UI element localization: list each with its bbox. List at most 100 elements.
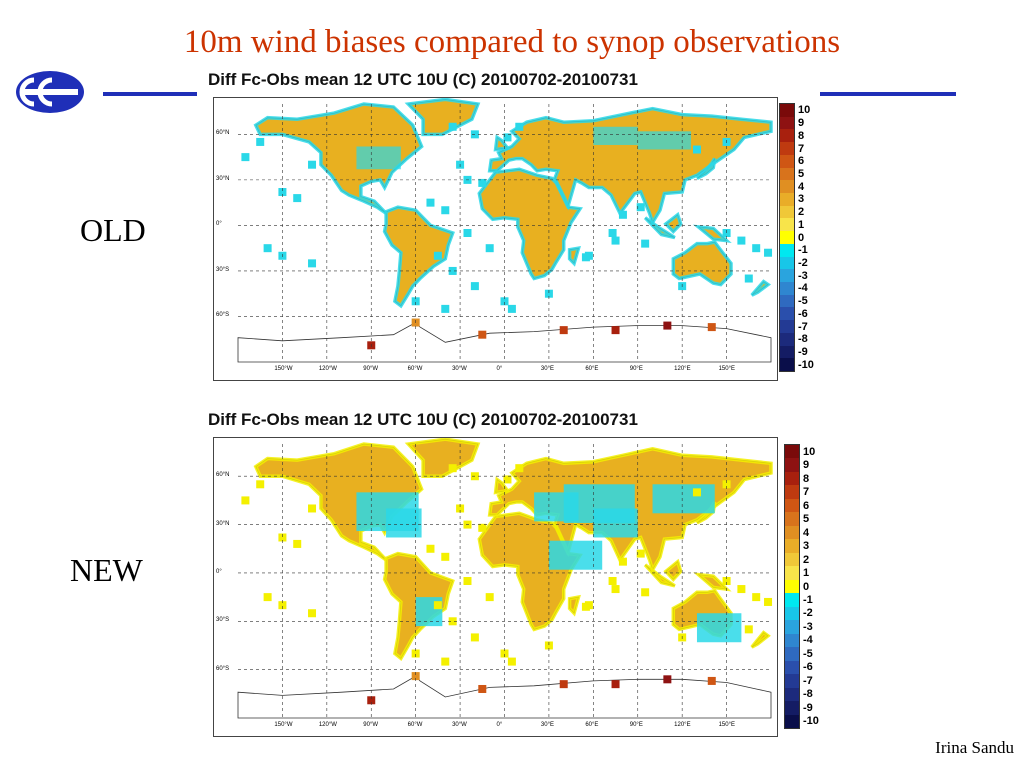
colorbar-label: 4 bbox=[798, 180, 805, 193]
colorbar-label: 0 bbox=[803, 580, 810, 593]
colorbar-label: 3 bbox=[803, 540, 810, 553]
lat-label: 60°N bbox=[216, 472, 230, 479]
station-box bbox=[641, 239, 650, 248]
station-box bbox=[456, 504, 465, 513]
colorbar-segment bbox=[785, 566, 799, 581]
colorbar-label: 9 bbox=[798, 117, 805, 130]
station-box bbox=[722, 577, 731, 585]
lon-label: 90°E bbox=[629, 722, 643, 728]
station-box bbox=[752, 593, 761, 602]
lon-label: 60°E bbox=[585, 366, 599, 372]
colorbar-segment bbox=[780, 332, 794, 347]
station-box bbox=[507, 304, 516, 313]
colorbar-segment bbox=[785, 445, 799, 459]
colorbar-label: 7 bbox=[798, 142, 805, 155]
old-colorbar: 10 9 8 7 6 5 4 3 2 1 0 -1 -2 -3 -4 -5 -6 -7 -8 -9 -10 bbox=[779, 103, 814, 372]
station-box bbox=[263, 244, 272, 253]
station-box bbox=[636, 549, 645, 558]
colorbar-label: 2 bbox=[798, 206, 805, 219]
colorbar-segment bbox=[780, 154, 794, 169]
station-box bbox=[515, 122, 524, 131]
new-map-title: Diff Fc-Obs mean 12 UTC 10U (C) 20100702… bbox=[208, 410, 638, 429]
lon-label: 60°W bbox=[407, 366, 423, 372]
old-map-title: Diff Fc-Obs mean 12 UTC 10U (C) 20100702… bbox=[208, 70, 638, 89]
colorbar-segment bbox=[785, 606, 799, 621]
station-box bbox=[448, 122, 457, 131]
colorbar-segment bbox=[780, 256, 794, 270]
colorbar-segment bbox=[780, 307, 794, 321]
colorbar-segment bbox=[785, 620, 799, 635]
colorbar-segment bbox=[780, 358, 794, 372]
station-box bbox=[441, 206, 450, 215]
colorbar-segment bbox=[785, 525, 799, 540]
station-box bbox=[441, 552, 450, 561]
old-bias-map: 60°N 30°N 0° 30°S 60°S 150°W 120°W 90°W 60°W 30°W… bbox=[213, 97, 778, 381]
colorbar-segment bbox=[785, 633, 799, 648]
colorbar-segment bbox=[780, 167, 794, 181]
header-rule-right bbox=[820, 92, 956, 96]
station-box bbox=[308, 259, 317, 268]
station-box bbox=[433, 601, 442, 610]
station-box bbox=[584, 251, 593, 260]
station-box bbox=[500, 297, 509, 306]
lat-label: 30°S bbox=[216, 617, 230, 624]
colorbar-segment bbox=[785, 471, 799, 486]
old-map-canvas bbox=[237, 98, 773, 363]
colorbar-label: -5 bbox=[798, 295, 808, 308]
station-box bbox=[737, 236, 746, 245]
colorbar-label: 2 bbox=[803, 553, 810, 566]
lat-label: 60°S bbox=[216, 312, 230, 319]
colorbar-segment bbox=[785, 458, 799, 473]
colorbar-segment bbox=[785, 593, 799, 608]
station-box bbox=[744, 274, 753, 283]
station-box bbox=[448, 617, 457, 626]
colorbar-segment bbox=[785, 552, 799, 567]
station-box bbox=[463, 229, 472, 237]
colorbar-label: 10 bbox=[803, 445, 816, 458]
station-box bbox=[608, 577, 617, 585]
station-box bbox=[515, 464, 524, 473]
colorbar-segment bbox=[785, 701, 799, 716]
colorbar-label: -8 bbox=[803, 688, 813, 701]
colorbar-label: -7 bbox=[798, 320, 808, 333]
colorbar-segment bbox=[785, 660, 799, 675]
station-box bbox=[441, 657, 450, 666]
new-label: NEW bbox=[70, 552, 143, 588]
ecmwf-logo bbox=[16, 71, 84, 113]
station-box bbox=[448, 266, 457, 275]
colorbar-segment bbox=[780, 294, 794, 308]
colorbar-segment bbox=[780, 282, 794, 296]
colorbar-label: 5 bbox=[803, 513, 810, 526]
colorbar-label: 8 bbox=[798, 129, 805, 142]
old-label: OLD bbox=[80, 212, 146, 248]
station-box bbox=[485, 244, 494, 253]
station-box bbox=[463, 577, 472, 585]
station-box bbox=[500, 649, 509, 658]
colorbar-label: -6 bbox=[803, 661, 813, 674]
colorbar-segment bbox=[780, 193, 794, 207]
station-box bbox=[636, 203, 645, 212]
lat-label: 0° bbox=[216, 221, 222, 228]
colorbar-label: -9 bbox=[798, 345, 808, 358]
colorbar-segment bbox=[780, 320, 794, 334]
new-bias-map: 60°N 30°N 0° 30°S 60°S 150°W 120°W 90°W 60°W 30°W… bbox=[213, 437, 778, 737]
station-box bbox=[411, 297, 420, 306]
colorbar-label: -3 bbox=[798, 269, 808, 282]
lon-label: 30°E bbox=[540, 722, 554, 728]
colorbar-label: -4 bbox=[803, 634, 813, 647]
lat-label: 60°N bbox=[216, 130, 230, 137]
station-box bbox=[764, 597, 773, 606]
new-colorbar: 10 9 8 7 6 5 4 3 2 1 0 -1 -2 -3 -4 -5 -6 -7 -8 -9 -10 bbox=[784, 444, 819, 729]
lon-label: 150°W bbox=[274, 366, 293, 372]
lat-label: 60°S bbox=[216, 665, 230, 672]
lon-label: 120°W bbox=[318, 722, 337, 728]
colorbar-segment bbox=[785, 647, 799, 662]
lon-label: 120°W bbox=[318, 366, 337, 372]
colorbar-segment bbox=[785, 714, 799, 729]
lon-label: 120°E bbox=[674, 722, 691, 728]
station-box bbox=[764, 248, 773, 257]
station-box bbox=[308, 504, 317, 513]
station-box bbox=[441, 304, 450, 313]
station-box bbox=[426, 544, 435, 553]
lon-label: 90°W bbox=[363, 722, 378, 728]
